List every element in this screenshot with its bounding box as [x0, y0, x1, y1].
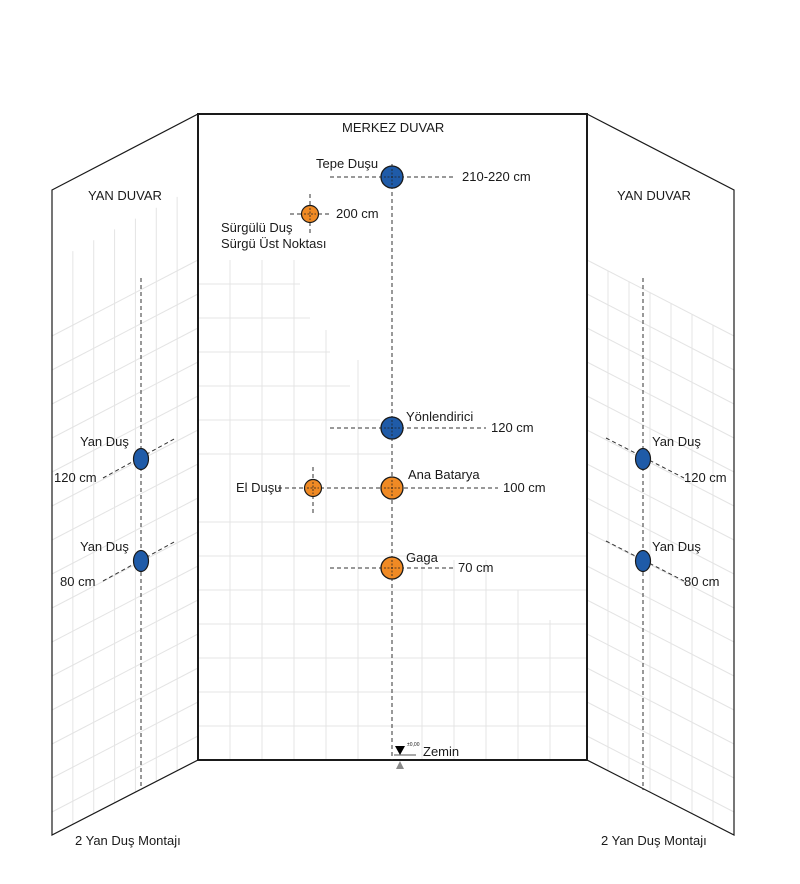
surgulu-dus-label-line1: Sürgülü Duş	[221, 220, 293, 235]
surgulu-dus-label-line2: Sürgü Üst Noktası	[221, 236, 327, 251]
ana-batarya-height: 100 cm	[503, 480, 546, 495]
grid-line	[586, 463, 735, 541]
grid-line	[586, 259, 735, 337]
tepe-dusu-height: 210-220 cm	[462, 169, 531, 184]
grid-line	[51, 259, 199, 337]
grid-line	[51, 599, 199, 677]
zemin-arrow-icon	[396, 761, 404, 769]
right-upper-side-shower-height: 120 cm	[684, 470, 727, 485]
zemin-marker-icon	[395, 746, 405, 755]
el-dusu-label: El Duşu	[236, 480, 282, 495]
grid-line	[51, 565, 199, 643]
grid-line	[51, 735, 199, 813]
grid-line	[586, 497, 735, 575]
grid-line	[586, 429, 735, 507]
right-side-wall: YAN DUVAR Yan Duş 120 cm Yan Duş 80 cm 2…	[586, 113, 735, 848]
grid-line	[51, 327, 199, 405]
right-wall-caption: 2 Yan Duş Montajı	[601, 833, 707, 848]
tepe-dusu-label: Tepe Duşu	[316, 156, 378, 171]
left-wall-title: YAN DUVAR	[88, 188, 162, 203]
grid-line	[586, 293, 735, 371]
center-wall-grid	[198, 260, 587, 760]
grid-line	[51, 497, 199, 575]
grid-line	[51, 429, 199, 507]
right-wall-title: YAN DUVAR	[617, 188, 691, 203]
grid-line	[586, 701, 735, 779]
yonlendirici-label: Yönlendirici	[406, 409, 473, 424]
grid-line	[51, 293, 199, 371]
grid-line	[51, 701, 199, 779]
gaga-height: 70 cm	[458, 560, 493, 575]
zemin-label: Zemin	[423, 744, 459, 759]
right-lower-side-shower	[634, 549, 652, 573]
grid-line	[51, 667, 199, 745]
surgulu-dus-fixture	[300, 204, 320, 224]
surgulu-dus-height: 200 cm	[336, 206, 379, 221]
grid-line	[586, 327, 735, 405]
yonlendirici-height: 120 cm	[491, 420, 534, 435]
el-dusu-fixture	[303, 478, 323, 498]
grid-line	[586, 735, 735, 813]
left-wall-grid	[51, 196, 199, 825]
grid-line	[586, 633, 735, 711]
right-wall-grid	[586, 259, 735, 825]
left-upper-side-shower-height: 120 cm	[54, 470, 97, 485]
right-upper-side-shower-label: Yan Duş	[652, 434, 701, 449]
right-upper-side-shower	[634, 447, 652, 471]
gaga-label: Gaga	[406, 550, 439, 565]
grid-line	[586, 361, 735, 439]
grid-line	[586, 531, 735, 609]
right-lower-side-shower-height: 80 cm	[684, 574, 719, 589]
zemin-level: ±0,00	[407, 742, 420, 748]
grid-line	[586, 565, 735, 643]
left-wall-caption: 2 Yan Duş Montajı	[75, 833, 181, 848]
left-side-wall: YAN DUVAR Yan Duş 120 cm Yan Duş 80 cm 2…	[51, 113, 199, 848]
grid-line	[586, 395, 735, 473]
grid-line	[51, 531, 199, 609]
grid-line	[51, 361, 199, 439]
left-upper-side-shower	[132, 447, 150, 471]
right-lower-side-shower-label: Yan Duş	[652, 539, 701, 554]
center-wall: MERKEZ DUVAR Tepe Duşu 210-220 cm 200 cm…	[197, 113, 588, 769]
grid-line	[51, 633, 199, 711]
left-lower-side-shower-label: Yan Duş	[80, 539, 129, 554]
center-wall-title: MERKEZ DUVAR	[342, 120, 444, 135]
grid-line	[586, 599, 735, 677]
left-lower-side-shower-height: 80 cm	[60, 574, 95, 589]
grid-line	[51, 395, 199, 473]
left-lower-side-shower	[132, 549, 150, 573]
grid-line	[586, 667, 735, 745]
left-upper-side-shower-label: Yan Duş	[80, 434, 129, 449]
ana-batarya-label: Ana Batarya	[408, 467, 480, 482]
grid-line	[51, 463, 199, 541]
